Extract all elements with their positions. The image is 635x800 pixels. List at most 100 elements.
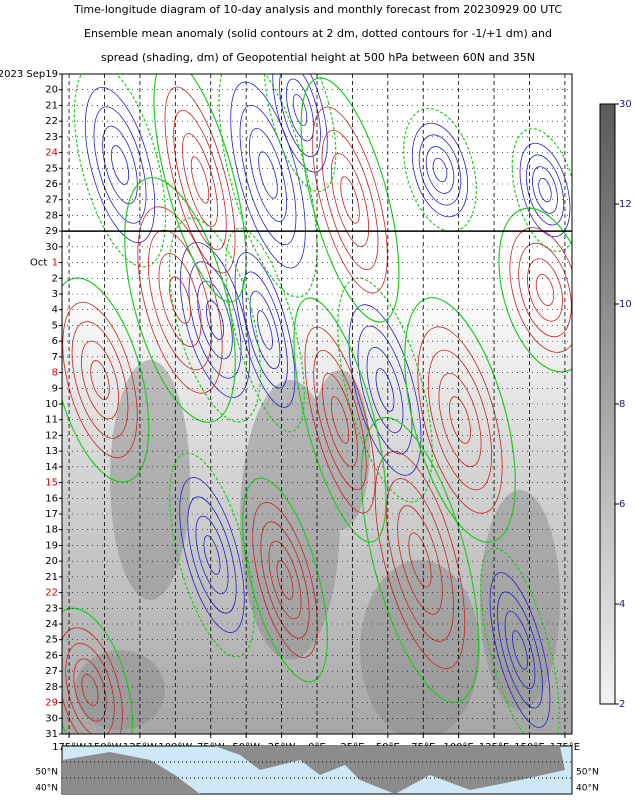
y-tick-label: 22 (45, 116, 58, 127)
zero-contour (153, 74, 247, 303)
chart-title: Ensemble mean anomaly (solid contours at… (84, 27, 552, 40)
colorbar-tick-label: 30 (619, 99, 632, 110)
y-tick-label: 26 (45, 179, 58, 190)
contour (504, 610, 536, 690)
y-tick-label: 28 (45, 682, 58, 693)
contour (169, 276, 191, 324)
y-tick-label: 26 (45, 650, 58, 661)
y-tick-label: 13 (45, 446, 58, 457)
contour (190, 156, 210, 204)
zero-contour (225, 227, 305, 433)
land (300, 746, 565, 794)
contour (438, 373, 482, 467)
contour (340, 176, 360, 224)
contour (260, 521, 310, 639)
y-tick-label: 17 (45, 509, 58, 520)
contour (249, 290, 281, 370)
y-tick-label: 18 (45, 525, 58, 536)
zero-contour (124, 177, 236, 423)
contour (312, 106, 388, 294)
contour (348, 304, 422, 476)
colorbar-tick-label: 10 (619, 299, 632, 310)
colorbar (599, 103, 616, 705)
contour (110, 145, 130, 185)
y-tick-label: 23 (45, 603, 58, 614)
contour (512, 630, 528, 670)
y-tick-label: 25 (45, 635, 58, 646)
spread-blob (110, 360, 190, 600)
zero-contour (293, 297, 387, 543)
colorbar-tick-label: 4 (619, 599, 625, 610)
contour (62, 301, 138, 459)
zero-contour (404, 297, 516, 543)
y-tick-label: 8 (52, 368, 58, 379)
contour (497, 591, 543, 709)
y-tick-label: 28 (45, 210, 58, 221)
zero-contour (498, 207, 572, 373)
zero-contour (300, 77, 400, 323)
y-tick-label: 10 (45, 399, 58, 410)
y-tick-label: 2 (52, 273, 58, 284)
contour (276, 560, 294, 600)
y-tick-label: 7 (52, 352, 58, 363)
zero-contour (337, 277, 433, 503)
contour (330, 396, 350, 444)
spread-blob (480, 490, 560, 710)
y-tick-label: 24 (45, 148, 58, 159)
contour (73, 658, 107, 722)
zero-contour (360, 416, 480, 704)
y-tick-label: 30 (45, 713, 58, 724)
colorbar-tick-label: 8 (619, 399, 625, 410)
map-lat-label: 40°N (576, 784, 599, 794)
contour (292, 94, 308, 126)
contour (272, 74, 328, 173)
y-tick-label: 11 (45, 415, 58, 426)
zero-contour (73, 74, 167, 268)
contour (374, 451, 466, 669)
zero-contour (480, 547, 560, 734)
contour (205, 300, 225, 340)
y-tick-label: 22 (45, 588, 58, 599)
contour (538, 177, 552, 203)
contour (257, 310, 273, 350)
contour (509, 227, 572, 353)
y-tick-label: 6 (52, 336, 58, 347)
contour (65, 642, 115, 734)
map-lat-label: 40°N (35, 784, 58, 794)
contour (179, 241, 251, 399)
contour (248, 128, 288, 222)
colorbar-tick-label: 2 (619, 699, 625, 710)
contour (313, 349, 367, 491)
contour (81, 674, 99, 706)
map-lat-label: 50°N (35, 768, 58, 778)
y-tick-label: 23 (45, 132, 58, 143)
y-tick-label: 4 (52, 305, 58, 316)
contour (230, 81, 306, 269)
y-tick-label: 21 (45, 572, 58, 583)
contour (258, 151, 278, 199)
contour (182, 133, 218, 227)
y-tick-label: 29 (45, 698, 58, 709)
contour (234, 252, 296, 408)
contour (195, 515, 229, 595)
y-tick-label: 20 (45, 556, 58, 567)
chart-title: Time-longitude diagram of 10-day analysi… (73, 3, 562, 16)
spread-blob (310, 370, 370, 530)
contour (304, 326, 376, 514)
contour (386, 478, 454, 642)
y-tick-label: Oct (30, 258, 47, 269)
contour (408, 532, 432, 588)
contour (187, 496, 237, 614)
y-tick-label: 14 (45, 462, 58, 473)
y-tick-label: 3 (52, 289, 58, 300)
zero-contour (168, 217, 262, 423)
y-tick-label: 27 (45, 666, 58, 677)
contour (173, 109, 227, 251)
contour (321, 129, 379, 271)
contour (90, 360, 110, 400)
contour (519, 142, 571, 238)
contour (525, 154, 565, 226)
y-tick-label: 2023 Sep19 (0, 69, 58, 80)
y-tick-label: 20 (45, 85, 58, 96)
plot-frame (61, 73, 573, 735)
